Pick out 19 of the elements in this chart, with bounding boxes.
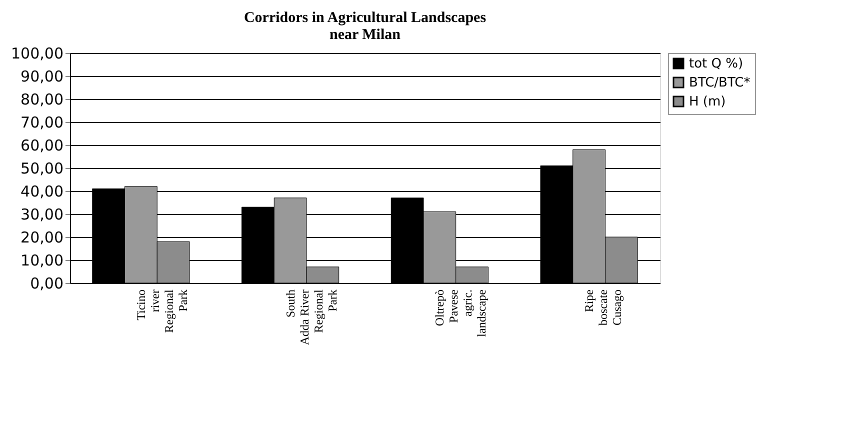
y-tick-label: 30,00 [20,206,64,224]
chart-title: Corridors in Agricultural Landscapes near Milan [244,10,486,43]
x-tick-label: Ripe boscate Cusago [582,290,624,326]
x-tick-label: Ticino river Regional Park [134,288,190,333]
y-tick-label: 90,00 [20,68,64,86]
y-tick-label: 0,00 [30,274,64,292]
y-tick-label: 10,00 [20,252,64,270]
y-tick-label: 70,00 [20,114,64,132]
legend-label: H (m) [689,94,726,110]
y-tick-label: 40,00 [20,182,64,200]
legend-label: tot Q %) [689,56,744,72]
x-tick-label: South Adda River Regional Park [283,288,340,346]
legend-label: BTC/BTC* [689,76,751,90]
y-tick-label: 80,00 [20,90,64,108]
x-tick-label: Oltrepò Pavese agric. landscape [432,290,489,337]
y-tick-label: 50,00 [20,160,64,178]
y-tick-label: 60,00 [20,136,64,154]
y-tick-label: 20,00 [20,228,64,246]
y-tick-label: 100,00 [11,44,64,62]
